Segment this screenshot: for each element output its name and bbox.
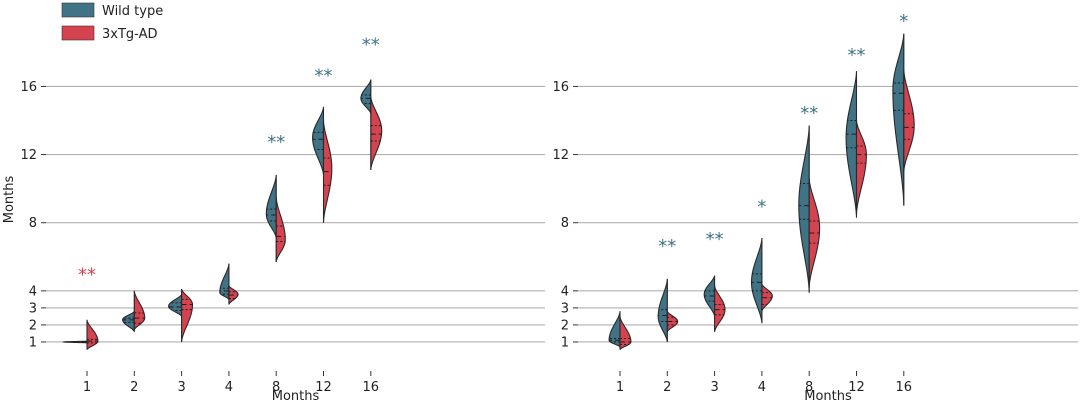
significance-annotation: * — [899, 11, 908, 32]
significance-annotation: ** — [706, 229, 724, 250]
x-tick-label: 16 — [896, 380, 913, 395]
significance-annotation: ** — [315, 65, 333, 86]
violin-half-wild-type — [750, 238, 763, 324]
violin-half-wild-type — [168, 294, 183, 317]
violin-half-3xtg-ad — [133, 290, 146, 331]
significance-annotation: ** — [800, 103, 818, 124]
violin-half-wild-type — [798, 125, 810, 293]
significance-annotation: ** — [848, 45, 866, 66]
violin-half-wild-type — [312, 106, 325, 176]
y-tick-label: 8 — [29, 216, 37, 231]
y-tick-label: 12 — [552, 148, 569, 163]
y-tick-label: 16 — [552, 80, 569, 95]
x-tick-label: 2 — [130, 380, 138, 395]
legend-label-wild-type: Wild type — [102, 4, 163, 19]
y-tick-label: 3 — [561, 301, 569, 316]
legend-swatch-3xtg-ad — [61, 25, 95, 41]
significance-annotation: ** — [658, 236, 676, 257]
x-tick-label: 4 — [758, 380, 766, 395]
violin-half-wild-type — [122, 311, 135, 332]
y-tick-label: 8 — [561, 216, 569, 231]
legend-swatch-wild-type — [61, 2, 95, 18]
y-axis-label: Months — [2, 176, 17, 224]
x-tick-label: 12 — [315, 380, 332, 395]
violin-half-3xtg-ad — [181, 288, 194, 343]
violin-half-wild-type — [360, 79, 372, 114]
x-axis-label: Months — [804, 389, 852, 403]
x-tick-label: 1 — [616, 380, 624, 395]
violin-half-3xtg-ad — [86, 319, 99, 350]
significance-annotation: ** — [267, 132, 285, 153]
legend: Wild type 3xTg-AD — [61, 2, 163, 42]
significance-annotation: * — [757, 197, 766, 218]
significance-annotation: ** — [362, 35, 380, 56]
violin-half-3xtg-ad — [808, 178, 821, 288]
violin-half-3xtg-ad — [761, 283, 773, 312]
y-tick-label: 4 — [29, 284, 37, 299]
violin-half-wild-type — [657, 278, 668, 343]
y-tick-label: 2 — [561, 318, 569, 333]
x-tick-label: 3 — [710, 380, 718, 395]
violin-half-wild-type — [892, 33, 905, 206]
x-tick-label: 3 — [177, 380, 185, 395]
y-tick-label: 3 — [29, 301, 37, 316]
x-tick-label: 1 — [83, 380, 91, 395]
y-tick-label: 4 — [561, 284, 569, 299]
x-tick-label: 2 — [663, 380, 671, 395]
violin-half-3xtg-ad — [855, 120, 867, 215]
violin-half-wild-type — [265, 174, 277, 239]
x-tick-label: 8 — [805, 380, 813, 395]
violin-half-3xtg-ad — [370, 96, 383, 170]
y-tick-label: 12 — [20, 148, 37, 163]
x-tick-label: 12 — [848, 380, 865, 395]
violin-half-wild-type — [703, 275, 716, 317]
violin-half-3xtg-ad — [275, 197, 286, 262]
violin-half-wild-type — [845, 71, 858, 218]
y-tick-label: 16 — [20, 80, 37, 95]
x-axis-label: Months — [272, 389, 320, 403]
violin-half-3xtg-ad — [903, 69, 915, 172]
y-tick-label: 2 — [29, 318, 37, 333]
x-tick-label: 8 — [272, 380, 280, 395]
x-tick-label: 4 — [225, 380, 233, 395]
significance-annotation: ** — [78, 265, 96, 286]
violin-half-3xtg-ad — [714, 285, 726, 332]
y-tick-label: 1 — [29, 335, 37, 350]
y-tick-label: 1 — [561, 335, 569, 350]
legend-label-3xtg-ad: 3xTg-AD — [102, 27, 157, 42]
x-tick-label: 16 — [363, 380, 380, 395]
